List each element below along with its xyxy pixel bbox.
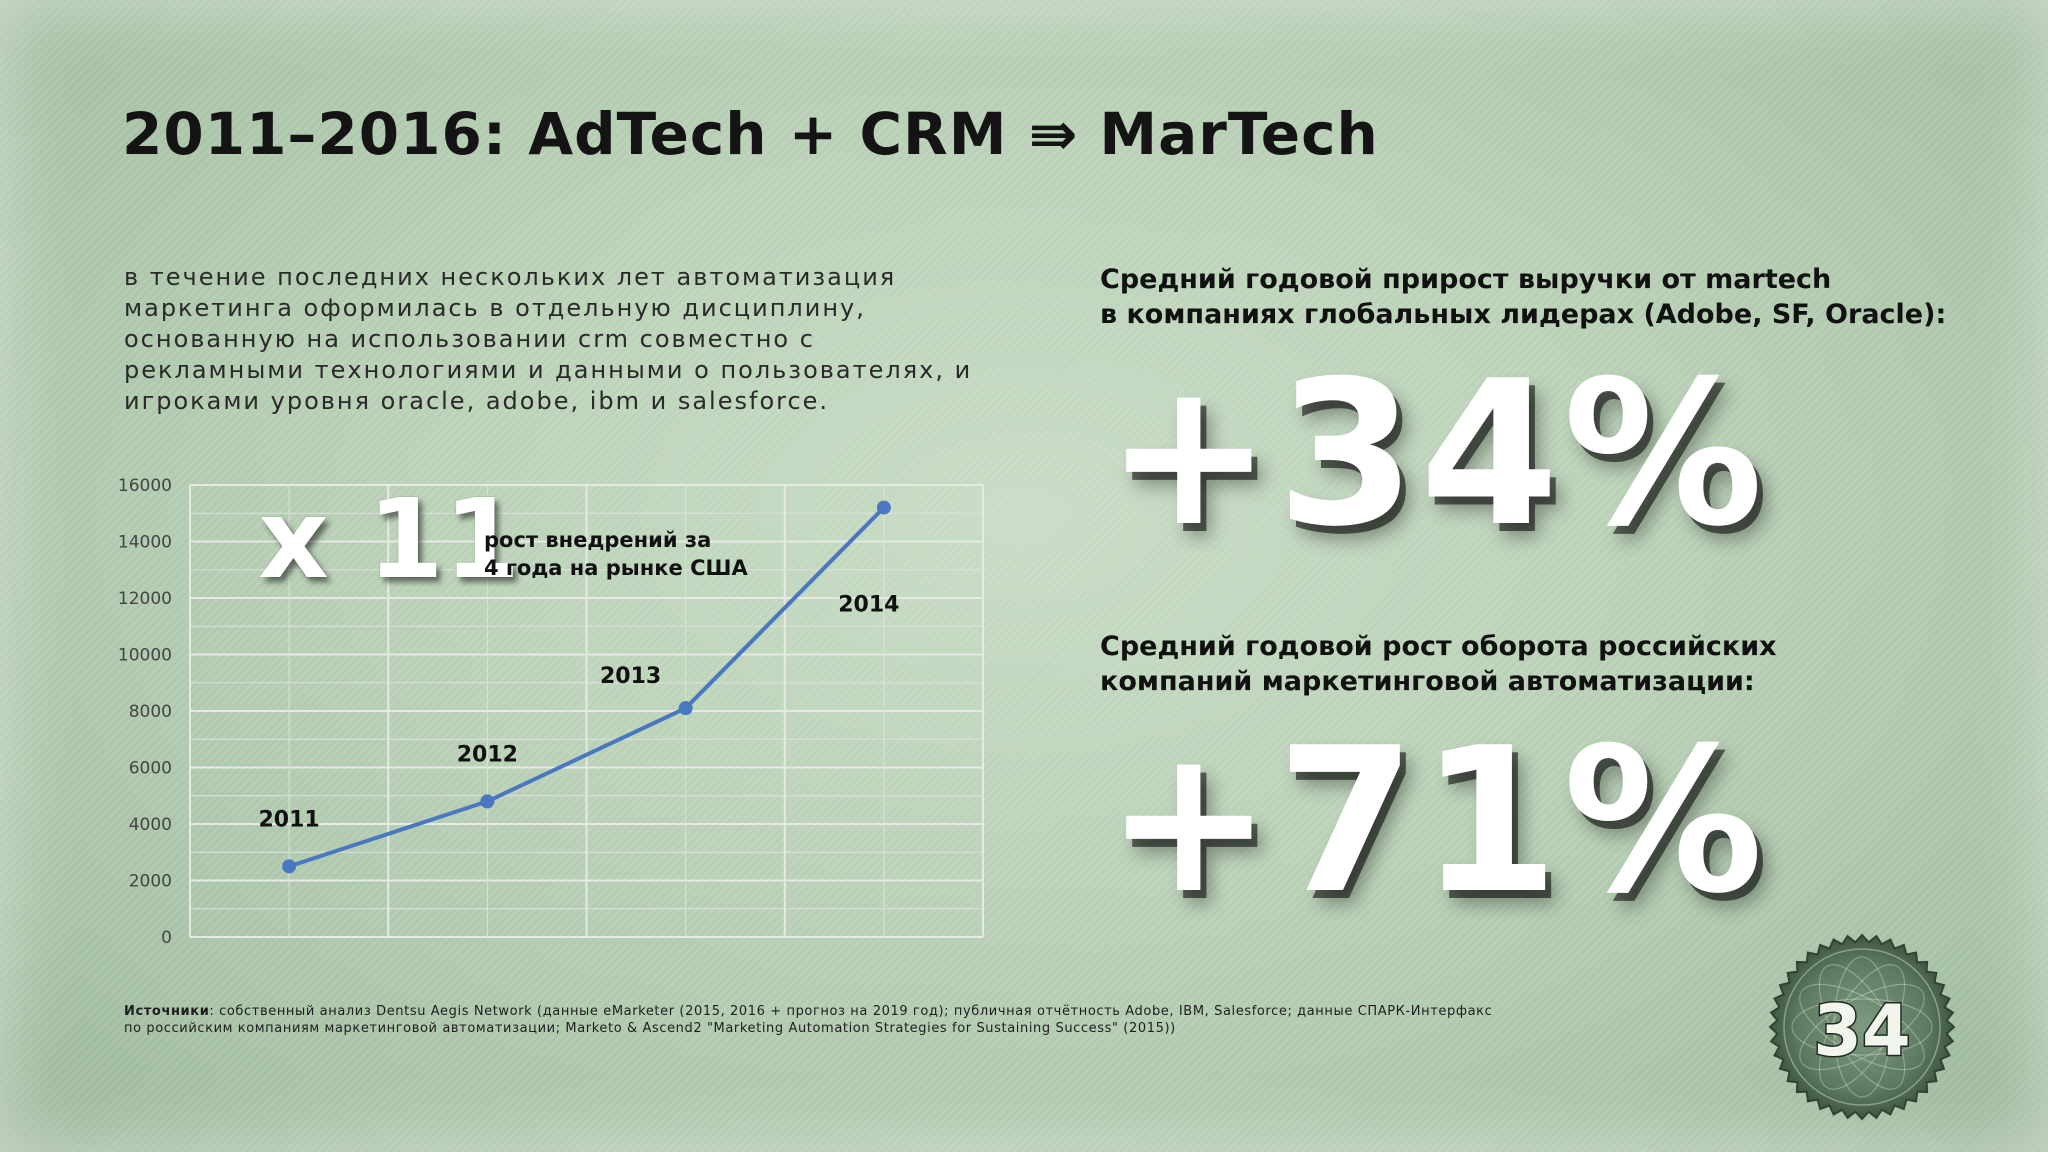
y-tick-label: 14000 bbox=[118, 533, 172, 553]
callout-text-line2: 4 года на рынке США bbox=[484, 556, 748, 580]
point-label: 2012 bbox=[457, 742, 518, 767]
stat2-label-line2: компаний маркетинговой автоматизации: bbox=[1100, 666, 1755, 697]
sources-note: Источники: собственный анализ Dentsu Aeg… bbox=[124, 1003, 1684, 1037]
point-label: 2013 bbox=[600, 664, 661, 689]
y-tick-label: 8000 bbox=[129, 702, 172, 722]
stat2-label: Средний годовой рост оборота российских … bbox=[1100, 629, 2000, 699]
sources-line1: Источники: собственный анализ Dentsu Aeg… bbox=[124, 1003, 1684, 1020]
stat1-label-line1: Средний годовой прирост выручки от marte… bbox=[1100, 264, 1832, 295]
sources-label: Источники bbox=[124, 1004, 210, 1019]
seal-guilloche bbox=[1818, 964, 1906, 1090]
y-tick-label: 6000 bbox=[129, 759, 172, 779]
sources-text-1: : собственный анализ Dentsu Aegis Networ… bbox=[209, 1004, 1493, 1019]
series-line bbox=[287, 505, 886, 869]
page-number-seal: 34 bbox=[1768, 933, 1956, 1121]
chart-grid bbox=[189, 484, 984, 938]
stat1-label: Средний годовой прирост выручки от marte… bbox=[1100, 262, 2000, 332]
stat1-value: +34% bbox=[1105, 338, 1768, 571]
point-label: 2011 bbox=[259, 807, 320, 832]
seal-guilloche bbox=[1833, 956, 1891, 1098]
data-point bbox=[480, 794, 495, 809]
sources-line2: по российским компаниям маркетинговой ав… bbox=[124, 1021, 1176, 1036]
y-axis: 0 2000 4000 6000 8000 10000 12000 14000 16000 bbox=[118, 476, 172, 948]
seal-guilloche bbox=[1799, 983, 1925, 1071]
y-tick-label: 12000 bbox=[118, 589, 172, 609]
callout-multiplier: x 11 bbox=[258, 475, 520, 603]
seal-ring bbox=[1783, 948, 1941, 1106]
y-tick-label: 2000 bbox=[129, 872, 172, 892]
point-labels: 2011 2012 2013 2014 bbox=[259, 593, 900, 833]
seal-guilloche bbox=[1791, 998, 1933, 1056]
data-point bbox=[876, 500, 891, 515]
chart-series bbox=[282, 500, 891, 874]
data-point bbox=[678, 701, 693, 716]
data-point bbox=[282, 859, 297, 874]
point-label: 2014 bbox=[838, 593, 899, 618]
page-number: 34 bbox=[1813, 990, 1910, 1072]
seal-rosette bbox=[1768, 933, 1956, 1121]
y-tick-label: 4000 bbox=[129, 815, 172, 835]
stat1-label-line2: в компаниях глобальных лидерах (Adobe, S… bbox=[1100, 299, 1947, 330]
callout-text-line1: рост внедрений за bbox=[484, 528, 711, 552]
intro-paragraph: В течение последних нескольких лет автом… bbox=[124, 263, 973, 415]
stat2-label-line1: Средний годовой рост оборота российских bbox=[1100, 631, 1777, 662]
line-chart: 0 2000 4000 6000 8000 10000 12000 14000 16000 20… bbox=[118, 475, 984, 948]
seal-guilloche bbox=[1799, 983, 1925, 1071]
slide-title: 2011–2016: AdTech + CRM ⇛ MarTech bbox=[122, 100, 1379, 168]
y-tick-label: 10000 bbox=[118, 646, 172, 666]
seal-shape bbox=[1768, 933, 1956, 1121]
y-tick-label: 0 bbox=[161, 928, 172, 948]
stat2-value: +71% bbox=[1105, 705, 1768, 938]
seal-guilloche bbox=[1818, 964, 1906, 1090]
growth-callout: x 11 рост внедрений за 4 года на рынке С… bbox=[258, 475, 749, 604]
y-tick-label: 16000 bbox=[118, 476, 172, 496]
